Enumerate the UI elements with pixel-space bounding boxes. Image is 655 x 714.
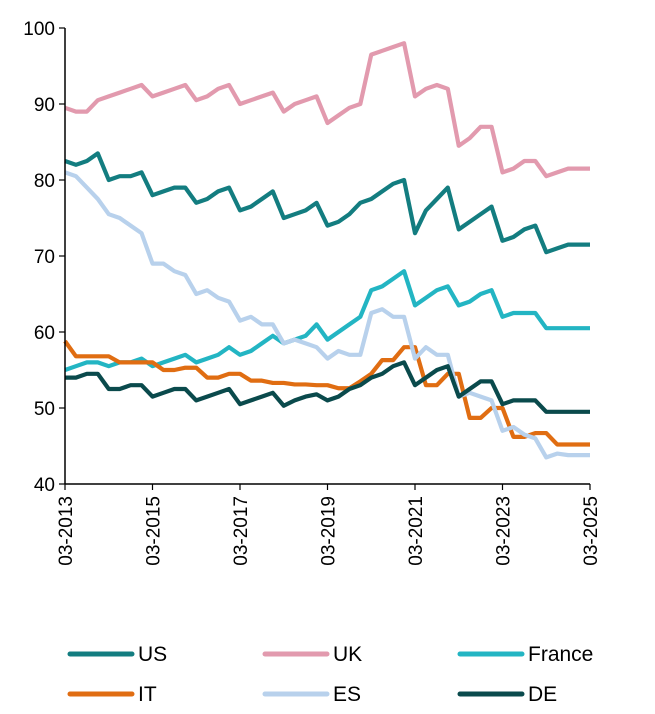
legend: US UK France IT ES DE [67,643,593,706]
x-tick-label: 03-2015 [144,496,165,566]
x-tick-label: 03-2021 [406,496,427,566]
y-tick-label: 60 [34,323,55,344]
plot-area [63,41,590,460]
x-tick-label: 03-2017 [231,496,252,566]
series-line-es [64,170,590,460]
y-tick-label: 80 [34,171,55,192]
legend-label-de: DE [528,683,557,706]
x-tick-label: 03-2023 [494,496,515,566]
y-tick-label: 70 [34,247,55,268]
y-tick-label: 40 [34,475,55,496]
x-tick-label: 03-2025 [581,496,602,566]
legend-label-it: IT [138,683,157,706]
axes [64,28,590,485]
series-line-de [65,360,590,414]
series-line-uk [64,41,590,179]
series-line-france [64,269,590,372]
legend-label-uk: UK [333,643,362,666]
y-tick-label: 100 [23,19,55,40]
y-tick-label: 50 [34,399,55,420]
x-tick-label: 03-2013 [56,496,77,566]
legend-label-es: ES [333,683,361,706]
x-tick-labels: 03-2013 03-2015 03-2017 03-2019 03-2021 03-20… [56,484,602,566]
y-tick-label: 90 [34,95,55,116]
legend-label-us: US [138,643,167,666]
series-line-it [63,339,590,447]
y-tick-labels: 40 50 60 70 80 90 100 [23,19,65,496]
series-line-us [64,151,590,255]
x-tick-label: 03-2019 [319,496,340,566]
legend-label-france: France [528,643,593,666]
